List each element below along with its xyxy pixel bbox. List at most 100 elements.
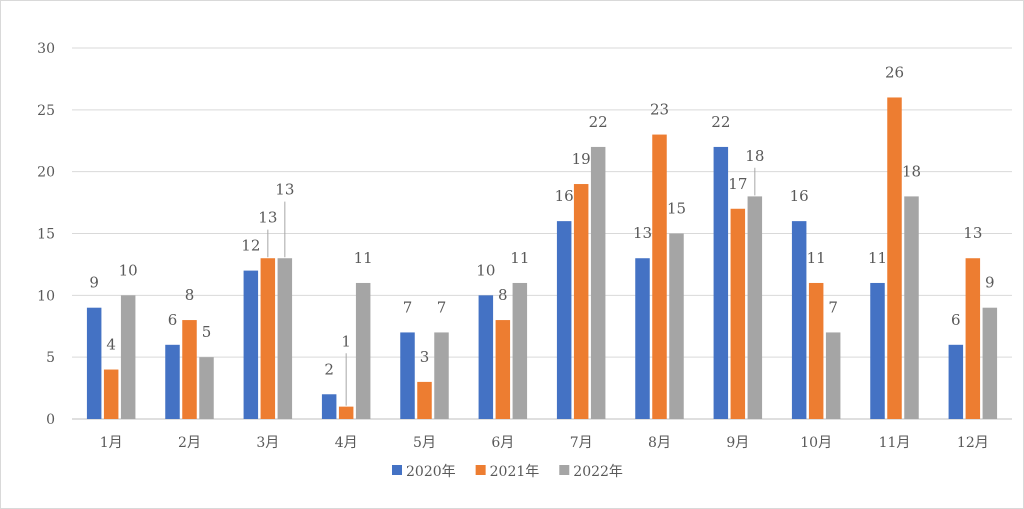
- bar: [747, 196, 763, 419]
- bar: [635, 258, 650, 419]
- bar: [791, 221, 807, 419]
- bar: [495, 320, 511, 419]
- x-tick-label: 9月: [726, 435, 749, 451]
- y-tick-label: 25: [37, 103, 55, 119]
- bar: [338, 406, 354, 419]
- bar: [199, 357, 214, 419]
- bar: [277, 258, 293, 419]
- data-label: 19: [572, 150, 591, 168]
- bar: [182, 320, 197, 419]
- bar: [808, 282, 824, 419]
- data-label: 17: [728, 175, 747, 193]
- bar: [982, 307, 998, 419]
- legend-label: 2021年: [490, 464, 540, 480]
- bar: [165, 344, 180, 419]
- legend-swatch: [559, 465, 570, 475]
- bar: [86, 307, 102, 419]
- gridlines: [72, 47, 1012, 420]
- bar: [417, 381, 432, 419]
- bar: [243, 270, 259, 419]
- bar: [870, 282, 885, 419]
- data-label: 2: [324, 360, 334, 378]
- x-tick-label: 6月: [491, 435, 514, 451]
- x-tick-label: 11月: [879, 435, 911, 451]
- data-label: 16: [555, 187, 574, 205]
- y-tick-label: 20: [37, 165, 55, 181]
- data-label: 8: [498, 286, 508, 304]
- bar: [904, 196, 919, 419]
- x-tick-label: 3月: [256, 435, 279, 451]
- data-label: 8: [185, 286, 195, 304]
- bar: [887, 97, 902, 419]
- data-label: 18: [902, 162, 921, 180]
- data-label: 9: [985, 274, 995, 292]
- x-tick-label: 5月: [413, 435, 436, 451]
- data-label: 11: [354, 249, 373, 267]
- data-label: 3: [420, 348, 430, 366]
- bar: [730, 208, 746, 419]
- data-label: 1: [341, 332, 351, 350]
- legend-label: 2022年: [573, 464, 623, 480]
- data-label: 5: [202, 323, 212, 341]
- data-label: 10: [119, 261, 138, 279]
- y-tick-label: 10: [37, 288, 55, 304]
- bar: [573, 184, 589, 419]
- data-label: 13: [258, 209, 277, 227]
- bar: [120, 295, 136, 419]
- bar: [434, 332, 449, 419]
- legend-swatch: [392, 465, 402, 475]
- data-label: 7: [403, 298, 413, 316]
- legend-label: 2020年: [406, 464, 456, 480]
- data-label: 6: [168, 311, 178, 329]
- x-tick-label: 10月: [800, 435, 832, 451]
- x-axis: 1月 2月 3月 4月 5月 6月 7月 8月 9月 10月 11月 12月: [100, 435, 989, 451]
- data-labels: 9410685121313211173710811161922132315221…: [89, 63, 995, 406]
- data-label: 7: [437, 298, 447, 316]
- bar: [103, 369, 119, 419]
- bars: [86, 97, 998, 420]
- data-label: 7: [828, 298, 838, 316]
- y-tick-label: 15: [37, 227, 55, 243]
- data-label: 11: [807, 249, 826, 267]
- data-label: 10: [476, 261, 495, 279]
- bar: [825, 332, 841, 419]
- y-tick-label: 0: [46, 412, 55, 428]
- legend-swatch: [475, 465, 486, 475]
- x-tick-label: 4月: [335, 435, 358, 451]
- data-label: 18: [745, 147, 764, 165]
- data-label: 11: [868, 249, 887, 267]
- data-label: 12: [241, 237, 260, 255]
- x-tick-label: 12月: [957, 435, 989, 451]
- data-label: 4: [106, 336, 116, 354]
- data-label: 13: [275, 181, 294, 199]
- bar: [512, 282, 528, 419]
- data-label: 11: [510, 249, 529, 267]
- data-label: 23: [650, 101, 669, 119]
- bar: [355, 282, 371, 419]
- bar: [669, 233, 684, 419]
- bar: [321, 394, 337, 419]
- data-label: 16: [790, 187, 809, 205]
- bar: [478, 295, 494, 419]
- x-tick-label: 7月: [570, 435, 593, 451]
- legend: 2020年 2021年 2022年: [392, 464, 623, 480]
- data-label: 26: [885, 63, 904, 81]
- x-tick-label: 1月: [100, 435, 123, 451]
- data-label: 13: [963, 224, 982, 242]
- y-axis: 0 5 10 15 20 25 30: [37, 41, 55, 428]
- bar: [965, 258, 981, 419]
- x-tick-label: 2月: [178, 435, 201, 451]
- bar: [948, 344, 964, 419]
- data-label: 22: [711, 113, 730, 131]
- y-tick-label: 30: [37, 41, 55, 57]
- data-label: 15: [667, 200, 686, 218]
- y-tick-label: 5: [46, 350, 55, 366]
- bar: [590, 146, 606, 419]
- bar: [652, 134, 667, 420]
- bar: [713, 146, 729, 419]
- x-tick-label: 8月: [648, 435, 671, 451]
- bar: [556, 221, 572, 419]
- data-label: 13: [633, 224, 652, 242]
- bar: [260, 258, 276, 419]
